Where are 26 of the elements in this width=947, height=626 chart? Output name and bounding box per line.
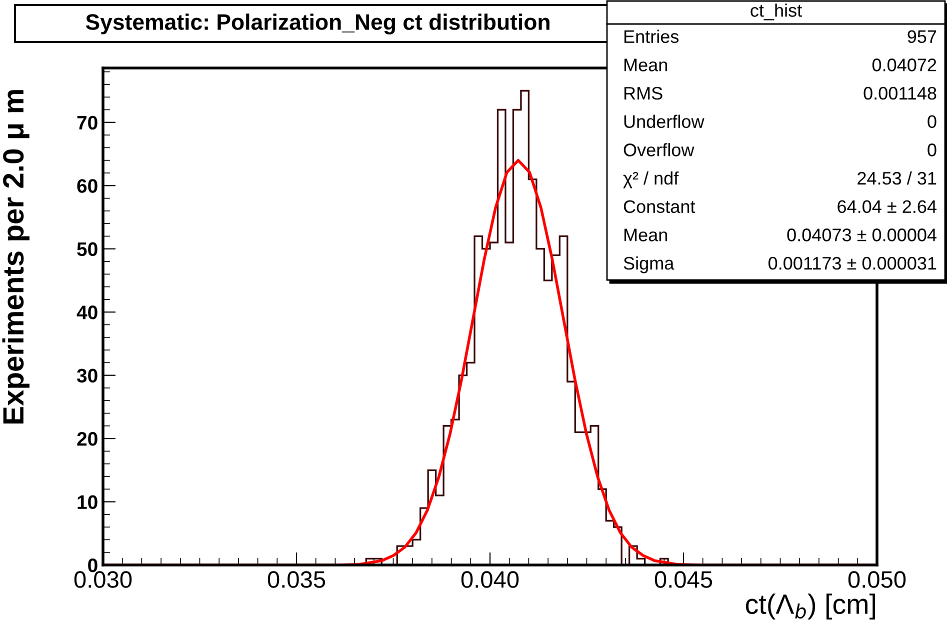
y-tick-label: 70 bbox=[77, 116, 98, 130]
text: Mean 0.04072 bbox=[624, 58, 936, 72]
chart-title: Systematic: Polarization_Neg ct distribution bbox=[86, 14, 550, 34]
text: Sigma 0.001173 ± 0.000031 bbox=[624, 256, 936, 274]
x-tick-label: 0.035 bbox=[268, 571, 326, 588]
y-tick-label: 10 bbox=[78, 495, 98, 510]
y-tick-label: 0 bbox=[88, 558, 98, 572]
text: Mean 0.04073 ± 0.00004 bbox=[624, 228, 936, 242]
x-axis-title: ct(Λ$_{b}$) [cm] bbox=[746, 594, 876, 620]
text: Entries 957 bbox=[624, 30, 936, 44]
text: Overflow 0 bbox=[624, 143, 936, 156]
x-tick-label: 0.030 bbox=[74, 571, 132, 588]
y-tick-label: 50 bbox=[77, 242, 98, 256]
x-tick-label: 0.045 bbox=[654, 571, 712, 588]
text: χ² / ndf 24.53 / 31 bbox=[623, 171, 936, 188]
y-tick-label: 30 bbox=[76, 368, 98, 383]
y-tick-label: 40 bbox=[76, 306, 98, 320]
text: Underflow 0 bbox=[624, 114, 936, 128]
text: RMS 0.001148 bbox=[624, 86, 936, 100]
y-axis-title: Experiments per 2.0 μ m bbox=[2, 90, 30, 424]
y-tick-label: 20 bbox=[77, 432, 98, 446]
text: Constant 64.04 ± 2.64 bbox=[624, 200, 936, 214]
x-tick-label: 0.040 bbox=[461, 571, 519, 588]
x-tick-label: 0.050 bbox=[848, 571, 906, 588]
text: ct_hist bbox=[750, 4, 802, 20]
y-tick-label: 60 bbox=[77, 179, 98, 193]
